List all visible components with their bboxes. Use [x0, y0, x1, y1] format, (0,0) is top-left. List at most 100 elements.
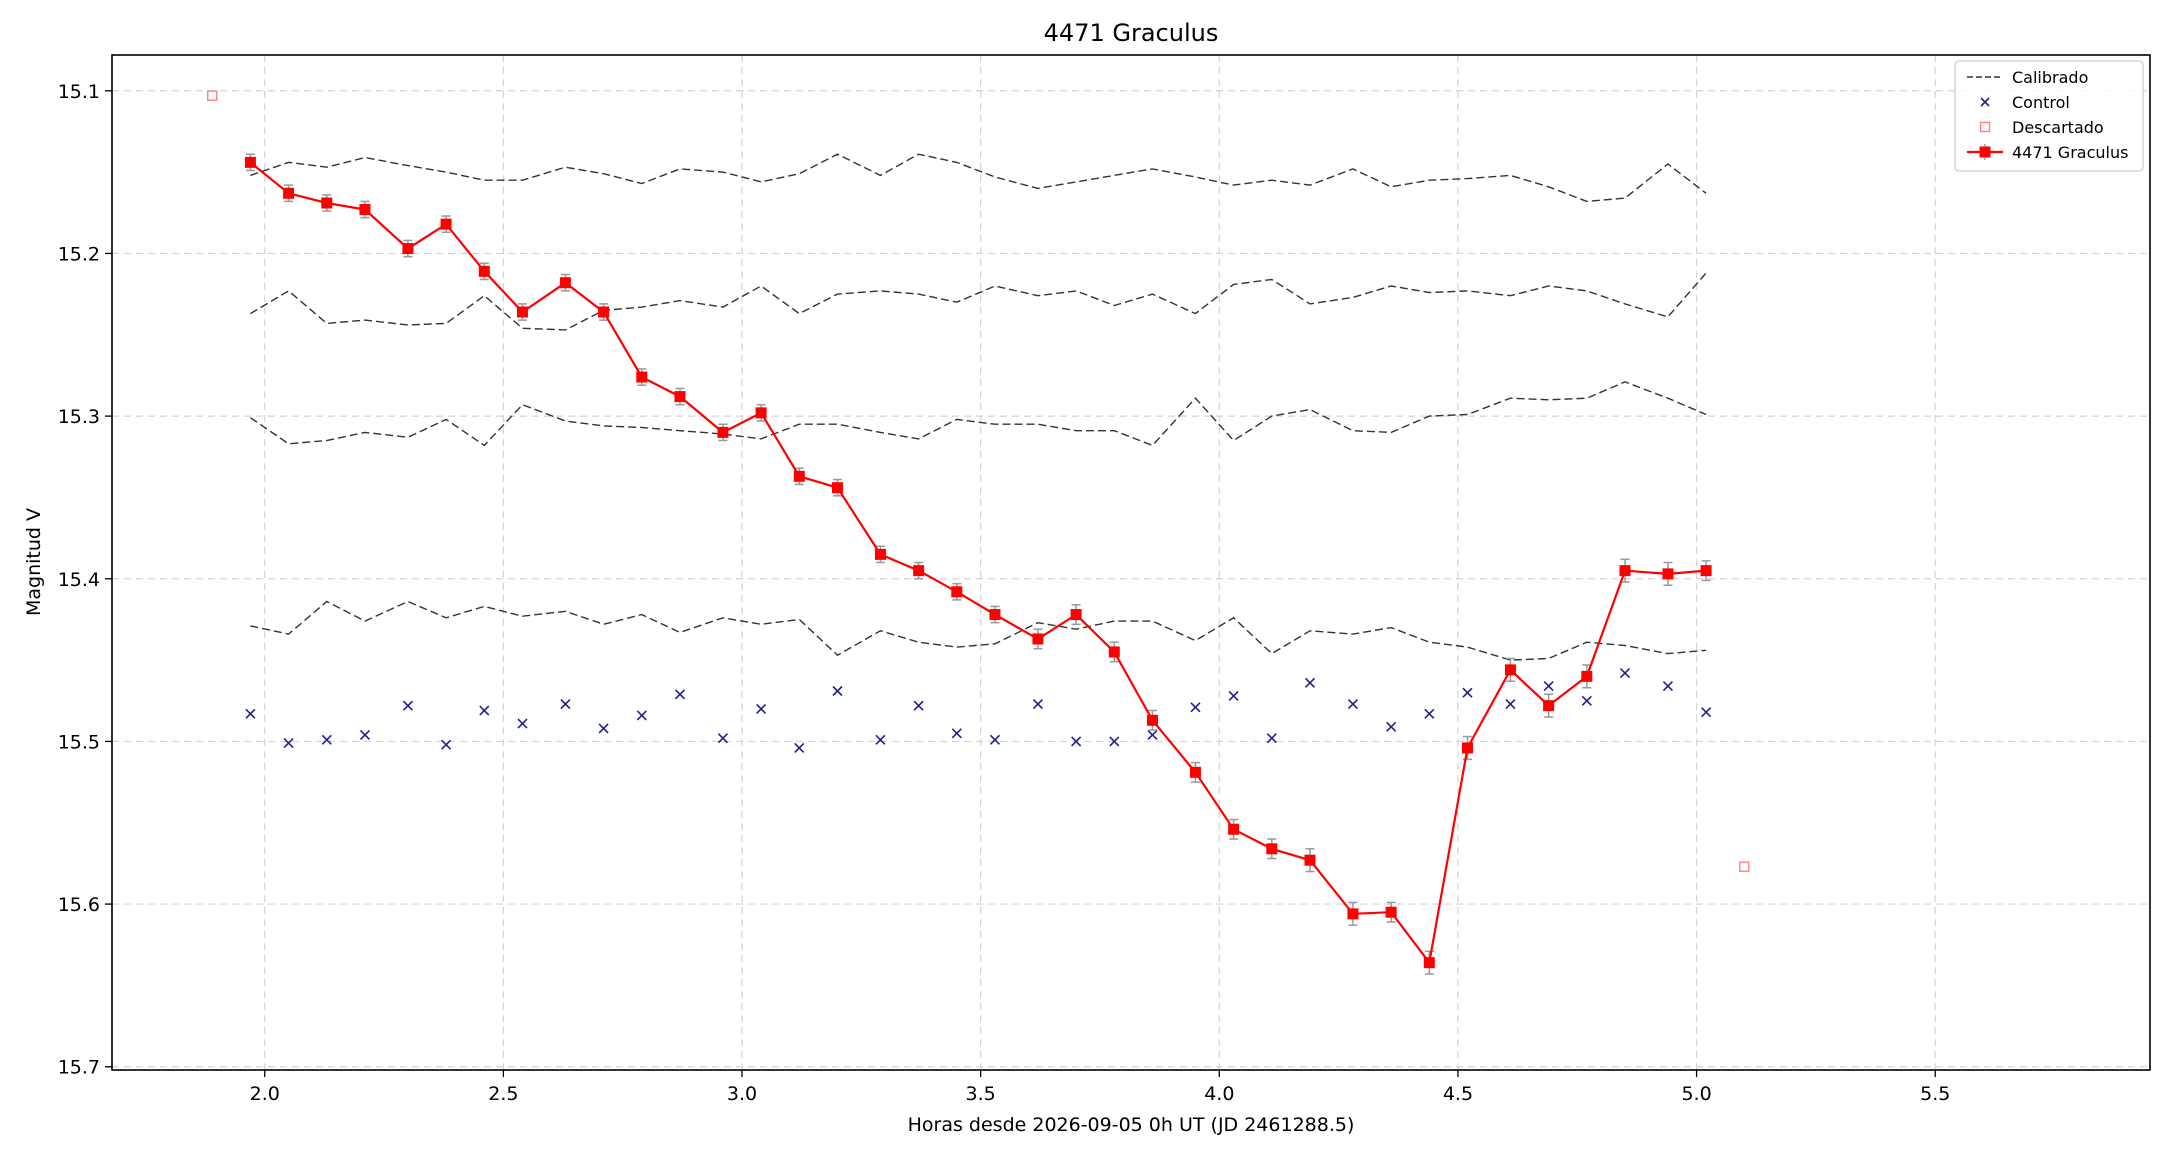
control-point — [1228, 690, 1239, 701]
target-point — [559, 277, 571, 289]
control-point — [717, 733, 728, 744]
target-point — [913, 565, 925, 577]
legend-box — [1954, 60, 2144, 172]
x-axis-label: Horas desde 2026-09-05 0h UT (JD 2461288… — [908, 1114, 1355, 1136]
target-point — [1385, 906, 1397, 918]
target-point — [1581, 670, 1593, 682]
target-point — [989, 609, 1001, 621]
legend-handle-open-square — [1979, 121, 1991, 133]
marker-stroke — [245, 708, 256, 719]
target-point — [283, 187, 295, 199]
control-point — [1701, 707, 1712, 718]
target-point — [1700, 565, 1712, 577]
legend: Calibrado Control Descartado 4471 Graculus — [1954, 60, 2144, 172]
marker-stroke — [1505, 698, 1516, 710]
target-point — [1461, 742, 1473, 754]
marker-stroke — [1032, 698, 1043, 710]
control-point — [1032, 698, 1043, 710]
discarded-series — [207, 90, 1750, 872]
x-tick-label: 4.5 — [1443, 1083, 1473, 1105]
target-point — [831, 482, 843, 494]
legend-label: Control — [2012, 93, 2070, 112]
calibrated-line — [250, 381, 1707, 447]
target-point — [1032, 633, 1044, 645]
marker-stroke — [1266, 733, 1277, 744]
control-point — [1347, 698, 1359, 710]
control-point — [674, 689, 686, 700]
marker-stroke — [756, 703, 767, 714]
target-point — [1504, 664, 1516, 676]
calibrated-series — [250, 153, 1707, 661]
x-tick-label: 3.0 — [727, 1083, 757, 1105]
control-point — [951, 728, 962, 739]
control-point — [636, 710, 647, 721]
marker-stroke — [1386, 721, 1397, 732]
marker-stroke — [1147, 729, 1158, 740]
marker-stroke — [1462, 687, 1473, 698]
target-series — [244, 153, 1712, 975]
target-point — [1543, 700, 1555, 712]
legend-entry: 4471 Graculus — [1967, 143, 2128, 162]
grid — [112, 55, 2150, 1070]
target-point — [793, 470, 805, 482]
control-point — [1662, 681, 1674, 692]
control-point — [1071, 736, 1082, 747]
control-point — [441, 739, 452, 750]
control-point — [402, 700, 413, 711]
marker-stroke — [1304, 677, 1316, 688]
target-point — [1423, 957, 1435, 969]
y-tick-label: 15.1 — [58, 81, 100, 103]
y-tick-label: 15.7 — [58, 1057, 100, 1079]
control-point — [359, 729, 371, 740]
y-tick-label: 15.3 — [58, 406, 100, 428]
control-point — [517, 718, 528, 729]
control-point — [321, 734, 332, 745]
marker-stroke — [913, 700, 924, 711]
marker-stroke — [636, 710, 647, 721]
marker-stroke — [321, 734, 332, 745]
target-point — [440, 218, 452, 230]
marker-stroke — [517, 718, 528, 729]
legend-label: Descartado — [2012, 118, 2104, 137]
control-point — [1424, 708, 1435, 719]
target-point — [1266, 843, 1278, 855]
target-point — [755, 407, 767, 419]
target-point — [951, 586, 963, 598]
y-tick-label: 15.5 — [58, 731, 100, 753]
x-tick-label: 2.0 — [250, 1083, 280, 1105]
target-point — [674, 391, 686, 403]
y-tick-label: 15.4 — [58, 569, 100, 591]
control-point — [875, 734, 886, 745]
marker-stroke — [1662, 681, 1674, 692]
marker-stroke — [359, 729, 371, 740]
target-point — [1146, 714, 1158, 726]
marker-stroke — [1347, 698, 1359, 710]
target-point — [244, 156, 256, 168]
target-point — [321, 197, 333, 209]
marker-stroke — [1980, 97, 1990, 107]
marker-stroke — [989, 734, 1001, 745]
control-point — [283, 737, 294, 749]
calibrated-line — [250, 600, 1707, 661]
y-tick-label: 15.6 — [58, 894, 100, 916]
control-point — [1190, 702, 1201, 713]
discarded-point — [1739, 861, 1750, 872]
marker-stroke — [479, 705, 490, 716]
marker-stroke — [1581, 695, 1592, 706]
marker-stroke — [674, 689, 686, 700]
marker-stroke — [1701, 707, 1712, 718]
marker-stroke — [951, 728, 962, 739]
legend-label: 4471 Graculus — [2012, 143, 2128, 162]
control-point — [794, 742, 805, 753]
target-point — [402, 243, 414, 255]
control-point — [1581, 695, 1592, 706]
marker-stroke — [832, 685, 843, 697]
legend-label: Calibrado — [2012, 68, 2088, 87]
x-axis-ticks: 2.0 2.5 3.0 3.5 4.0 4.5 5.0 5.5 — [250, 1070, 1950, 1105]
control-point — [245, 708, 256, 719]
control-point — [756, 703, 767, 714]
marker-stroke — [717, 733, 728, 744]
x-tick-label: 5.0 — [1681, 1083, 1711, 1105]
marker-stroke — [283, 737, 294, 749]
x-tick-label: 5.5 — [1920, 1083, 1950, 1105]
